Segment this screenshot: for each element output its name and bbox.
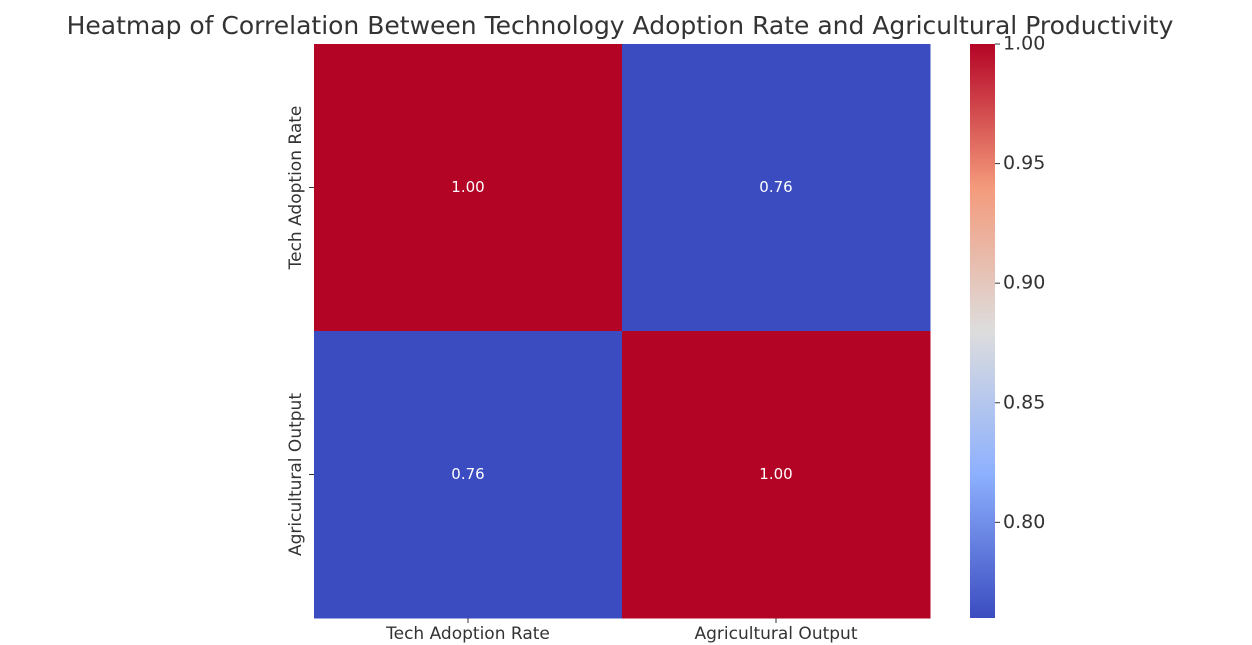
y-tick-label: Tech Adoption Rate	[286, 106, 306, 271]
heatmap-cell	[622, 44, 931, 332]
cell-label: 1.00	[451, 178, 484, 196]
x-tick-label: Agricultural Output	[694, 624, 857, 644]
y-tick-label: Agricultural Output	[286, 393, 306, 556]
colorbar-tick-label: 0.80	[1003, 511, 1045, 533]
colorbar-tick-label: 1.00	[1003, 33, 1045, 55]
chart-title: Heatmap of Correlation Between Technolog…	[67, 11, 1174, 40]
cell-label: 0.76	[759, 178, 792, 196]
cell-label: 1.00	[759, 465, 792, 483]
colorbar	[970, 44, 995, 618]
heatmap-cell	[314, 331, 623, 619]
colorbar-tick-label: 0.85	[1003, 391, 1045, 413]
colorbar-tick-label: 0.90	[1003, 272, 1045, 294]
heatmap-cell	[314, 44, 623, 332]
cell-label: 0.76	[451, 465, 484, 483]
colorbar-tick-label: 0.95	[1003, 152, 1045, 174]
heatmap-cell	[622, 331, 931, 619]
x-tick-label: Tech Adoption Rate	[385, 624, 550, 644]
